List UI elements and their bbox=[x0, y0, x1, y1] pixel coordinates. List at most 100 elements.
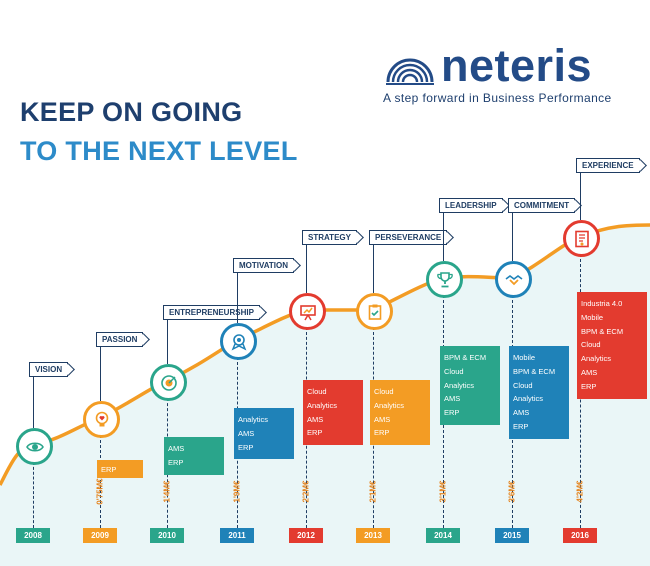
product-item: AMS bbox=[307, 414, 324, 424]
milestone-revenue: 1'4M€ bbox=[162, 480, 172, 503]
milestone-marker bbox=[220, 323, 257, 360]
milestone-year: 2011 bbox=[220, 528, 254, 543]
milestone-flag-pole bbox=[512, 198, 513, 261]
product-item: Cloud bbox=[513, 380, 533, 390]
milestone-flag: LEADERSHIP bbox=[439, 198, 503, 213]
product-item: Industria 4.0 bbox=[581, 299, 623, 308]
handshake-icon bbox=[505, 271, 523, 289]
product-item: Analytics bbox=[513, 394, 544, 404]
milestone-year: 2015 bbox=[495, 528, 529, 543]
milestone-products-box: Cloud Analytics AMS ERP bbox=[370, 380, 430, 446]
logo-tagline: A step forward in Business Performance bbox=[383, 91, 612, 105]
product-item: Analytics bbox=[374, 400, 405, 410]
product-item: ERP bbox=[513, 421, 529, 431]
milestone-revenue: 3'6M€ bbox=[507, 480, 517, 503]
eye-icon bbox=[25, 438, 44, 456]
product-item: Analytics bbox=[307, 400, 338, 410]
certificate-icon bbox=[573, 230, 591, 248]
product-item: Cloud bbox=[444, 366, 464, 376]
product-item: ERP bbox=[307, 428, 323, 438]
milestone-flag: EXPERIENCE bbox=[576, 158, 640, 173]
milestone-products-box: Mobile BPM & ECM Cloud Analytics AMS ERP bbox=[509, 346, 569, 439]
product-item: BPM & ECM bbox=[444, 353, 487, 362]
milestone-flag: PERSEVERANCE bbox=[369, 230, 448, 245]
milestone-year: 2009 bbox=[83, 528, 117, 543]
product-item: Cloud bbox=[307, 387, 327, 396]
headline-line-2: TO THE NEXT LEVEL bbox=[20, 136, 298, 166]
product-item: Analytics bbox=[238, 415, 269, 424]
product-item: ERP bbox=[101, 465, 117, 474]
product-item: ERP bbox=[168, 457, 184, 467]
product-item: AMS bbox=[238, 428, 255, 438]
product-item: BPM & ECM bbox=[513, 366, 556, 376]
product-item: AMS bbox=[168, 444, 185, 453]
milestone-marker bbox=[563, 220, 600, 257]
milestone-revenue: 1'9M€ bbox=[232, 480, 242, 503]
milestone-year: 2013 bbox=[356, 528, 390, 543]
milestone-revenue: 2'1M€ bbox=[368, 480, 378, 503]
milestone-marker bbox=[16, 428, 53, 465]
milestone-marker bbox=[495, 261, 532, 298]
neteris-logo-icon bbox=[386, 58, 434, 85]
milestone-revenue: 0'75M€ bbox=[95, 478, 105, 505]
milestone-products-box: BPM & ECM Cloud Analytics AMS ERP bbox=[440, 346, 500, 425]
milestone-flag: ENTREPRENEURSHIP bbox=[163, 305, 260, 320]
product-item: Analytics bbox=[581, 354, 612, 364]
product-item: ERP bbox=[374, 428, 390, 438]
milestone-flag-pole bbox=[33, 362, 34, 428]
milestone-flag-pole bbox=[167, 305, 168, 364]
logo-wordmark: neteris bbox=[441, 40, 593, 91]
milestone-flag-pole bbox=[237, 258, 238, 323]
milestone-products-box: Industria 4.0 Mobile BPM & ECM Cloud Analyti… bbox=[577, 292, 647, 399]
product-item: AMS bbox=[513, 408, 530, 418]
target-icon bbox=[160, 374, 178, 392]
milestone-year: 2008 bbox=[16, 528, 50, 543]
product-item: ERP bbox=[444, 408, 460, 418]
milestone-products-box: Cloud Analytics AMS ERP bbox=[303, 380, 363, 446]
milestone-year: 2016 bbox=[563, 528, 597, 543]
milestone-marker bbox=[356, 293, 393, 330]
milestone-marker bbox=[426, 261, 463, 298]
product-item: BPM & ECM bbox=[581, 326, 624, 336]
milestone-flag: COMMITMENT bbox=[508, 198, 576, 213]
trophy-icon bbox=[436, 271, 454, 289]
product-item: AMS bbox=[374, 414, 391, 424]
presentation-board-icon bbox=[299, 303, 317, 321]
milestone-flag-pole bbox=[443, 198, 444, 261]
milestone-revenue: 3'1M€ bbox=[438, 480, 448, 503]
product-item: Cloud bbox=[581, 340, 601, 350]
milestone-marker bbox=[83, 401, 120, 438]
lightbulb-heart-icon bbox=[93, 411, 111, 429]
product-item: AMS bbox=[581, 367, 598, 377]
milestone-products-box: AMS ERP bbox=[164, 437, 224, 475]
milestone-year: 2014 bbox=[426, 528, 460, 543]
milestone-year: 2010 bbox=[150, 528, 184, 543]
milestone-guide-line bbox=[33, 462, 34, 528]
product-item: Cloud bbox=[374, 387, 394, 396]
milestone-flag: VISION bbox=[29, 362, 69, 377]
clipboard-icon bbox=[366, 303, 384, 321]
milestone-marker bbox=[150, 364, 187, 401]
product-item: AMS bbox=[444, 394, 461, 404]
milestone-flag: PASSION bbox=[96, 332, 144, 347]
milestone-products-box: Analytics AMS ERP bbox=[234, 408, 294, 460]
milestone-revenue: 2'2M€ bbox=[301, 480, 311, 503]
product-item: ERP bbox=[581, 381, 597, 391]
milestone-flag-pole bbox=[100, 332, 101, 401]
milestone-revenue: 4'2M€ bbox=[575, 480, 585, 503]
product-item: Analytics bbox=[444, 380, 475, 390]
product-item: Mobile bbox=[513, 353, 536, 362]
milestone-flag: MOTIVATION bbox=[233, 258, 295, 273]
headline-line-1: KEEP ON GOING bbox=[20, 97, 243, 127]
milestone-flag-pole bbox=[306, 230, 307, 293]
milestone-products-box: ERP bbox=[97, 460, 143, 478]
medal-icon bbox=[230, 333, 248, 351]
milestone-flag-pole bbox=[373, 230, 374, 293]
milestone-flag: STRATEGY bbox=[302, 230, 357, 245]
milestone-year: 2012 bbox=[289, 528, 323, 543]
product-item: ERP bbox=[238, 442, 254, 452]
product-item: Mobile bbox=[581, 312, 604, 322]
milestone-guide-line bbox=[100, 435, 101, 528]
milestone-marker bbox=[289, 293, 326, 330]
